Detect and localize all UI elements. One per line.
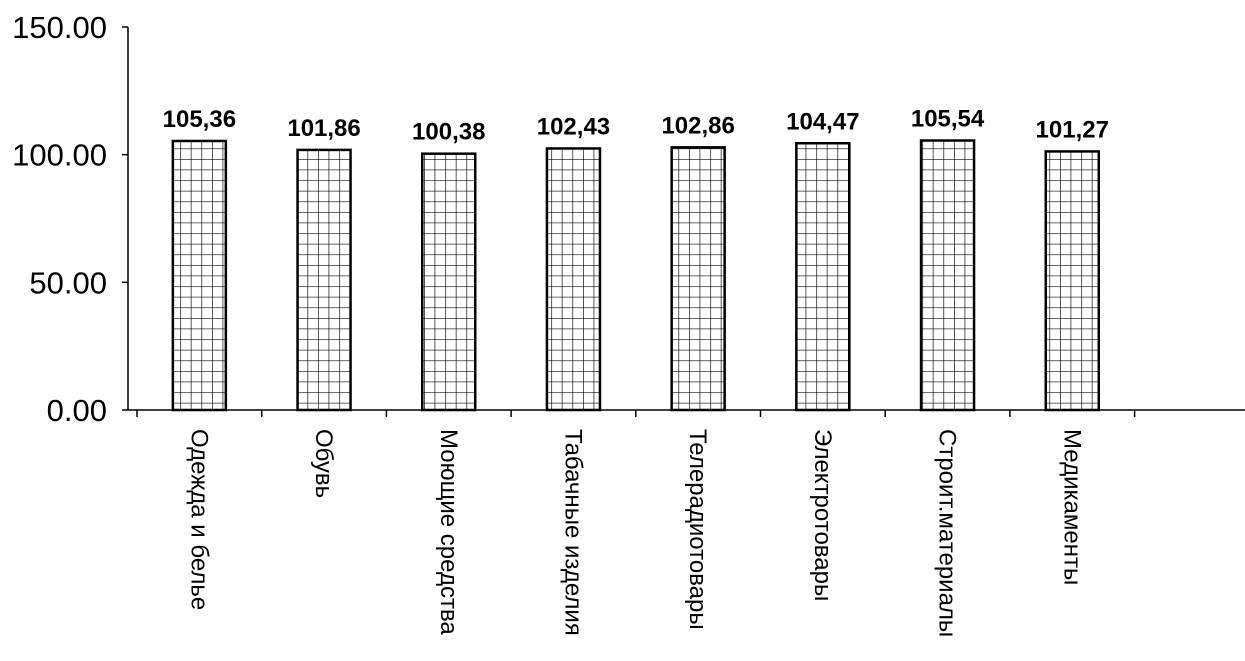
bar (919, 139, 976, 412)
y-tick-label: 150.00 (12, 10, 107, 45)
data-label: 105,54 (911, 106, 985, 133)
bar (296, 148, 352, 412)
y-tick-label: 100.00 (12, 138, 107, 173)
bar (795, 142, 851, 412)
bar (545, 147, 602, 412)
data-labels: 105,36 101,86 100,38 102,43 102,86 104,47 105,… (163, 106, 1109, 146)
category-label: Табачные изделия (559, 429, 586, 636)
data-label: 101,86 (287, 115, 360, 142)
bar (421, 152, 477, 412)
category-label: Строит.материалы (934, 429, 961, 637)
category-label: Телерадиотовары (684, 429, 711, 630)
data-label: 102,86 (661, 112, 734, 139)
data-label: 102,43 (537, 113, 610, 140)
data-label: 104,47 (786, 108, 859, 135)
category-label: Обувь (310, 429, 337, 498)
data-label: 101,27 (1036, 116, 1109, 143)
category-label: Одежда и белье (185, 429, 212, 610)
bar (1044, 150, 1100, 412)
bar (171, 139, 228, 412)
category-label: Медикаменты (1058, 429, 1085, 585)
category-label: Моющие средства (435, 429, 462, 635)
bars (171, 139, 1100, 412)
bar (670, 146, 726, 412)
data-label: 105,36 (163, 106, 236, 133)
data-label: 100,38 (412, 119, 485, 146)
category-labels: Одежда и белье Обувь Моющие средства Табачн… (185, 429, 1085, 637)
y-axis: 0.00 50.00 100.00 150.00 (12, 10, 129, 428)
category-label: Электротовары (809, 429, 836, 601)
y-tick-label: 0.00 (47, 393, 107, 428)
y-tick-label: 50.00 (29, 265, 107, 300)
